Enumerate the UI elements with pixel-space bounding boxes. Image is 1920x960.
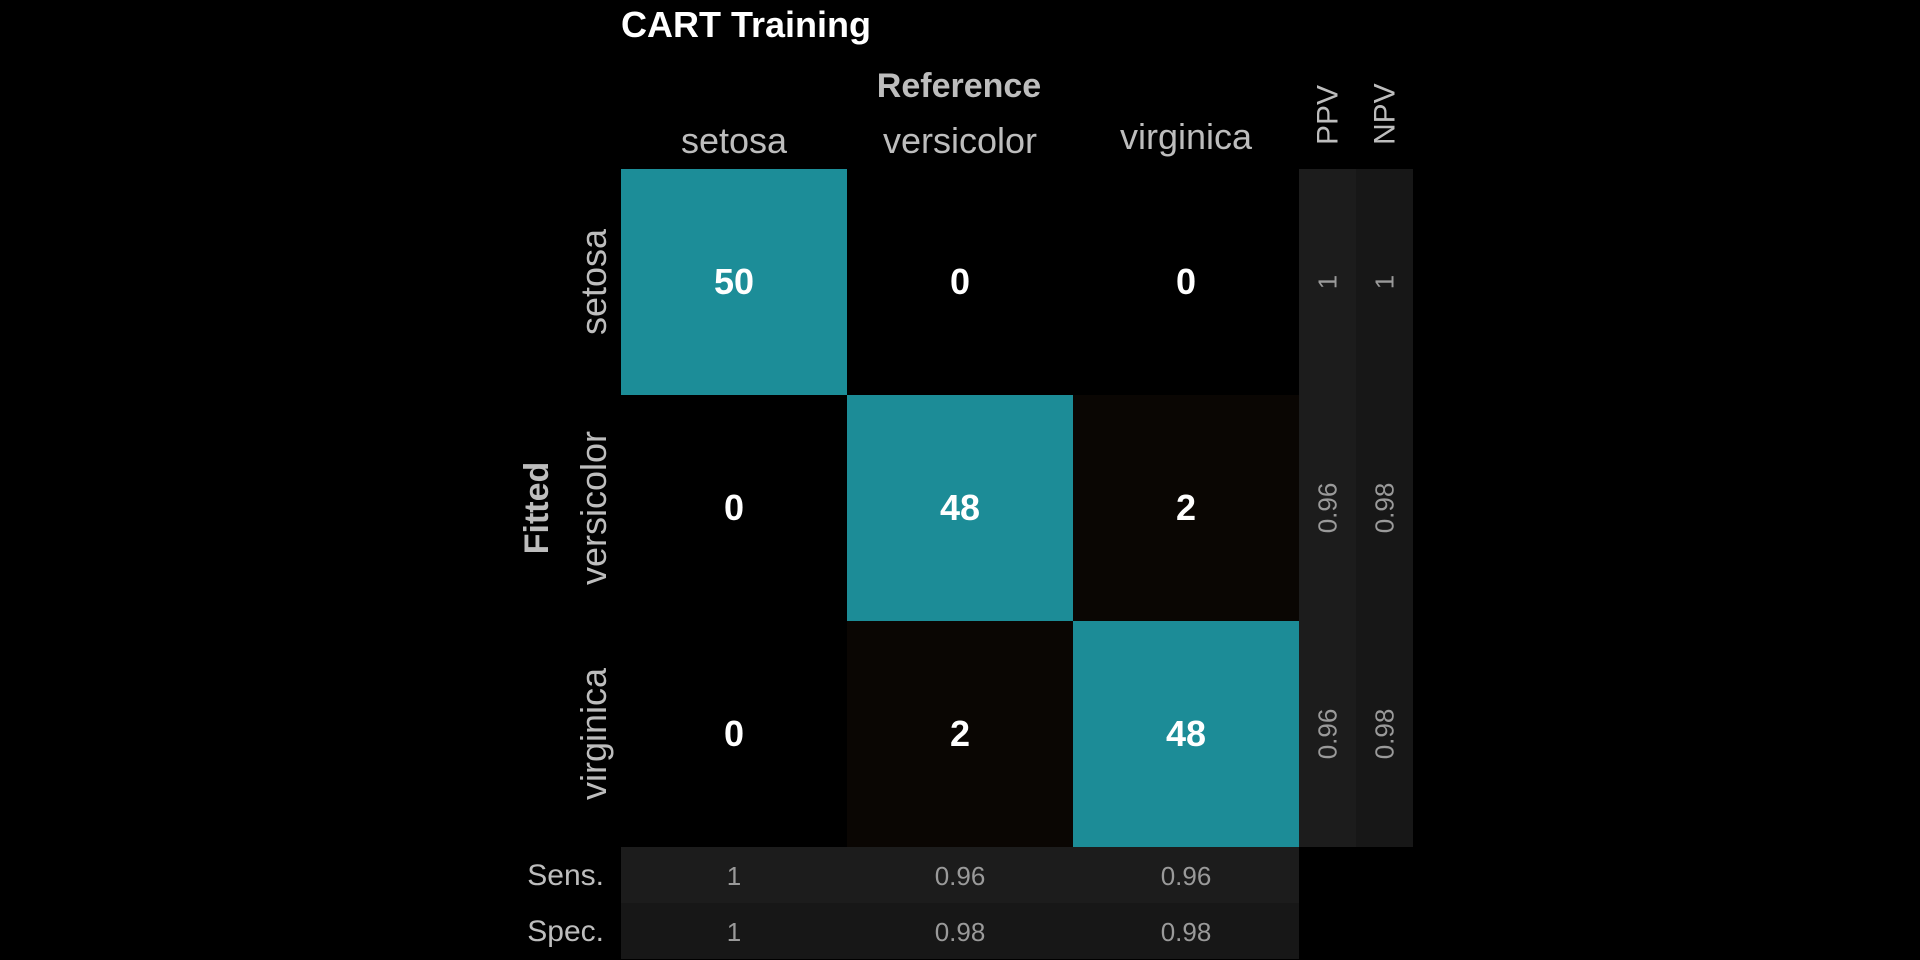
matrix-cell-2-0 xyxy=(621,621,847,847)
npv-value-2: 0.98 xyxy=(1370,709,1400,760)
y-axis-title: Fitted xyxy=(518,462,556,555)
matrix-value-2-0: 0 xyxy=(724,713,744,754)
metric-col-cell-0-0 xyxy=(1299,169,1356,395)
ppv-value-0: 1 xyxy=(1313,275,1343,289)
matrix-cell-1-0 xyxy=(621,395,847,621)
fitted-label-virginica: virginica xyxy=(573,667,614,800)
sensitivity-value-1: 0.96 xyxy=(935,861,986,891)
metric-col-cell-0-2 xyxy=(1299,621,1356,847)
metric-col-cell-1-0 xyxy=(1356,169,1413,395)
matrix-value-0-2: 0 xyxy=(1176,261,1196,302)
sensitivity-value-2: 0.96 xyxy=(1161,861,1212,891)
metric-col-cell-0-1 xyxy=(1299,395,1356,621)
fitted-label-setosa: setosa xyxy=(573,228,614,335)
matrix-cell-0-0 xyxy=(621,169,847,395)
metric-row-cell-0-1 xyxy=(847,847,1073,903)
matrix-cell-1-2 xyxy=(1073,395,1299,621)
specificity-value-1: 0.98 xyxy=(935,917,986,947)
metric-row-cell-1-2 xyxy=(1073,903,1299,959)
reference-label-setosa: setosa xyxy=(681,120,788,161)
metric-row-cell-1-0 xyxy=(621,903,847,959)
matrix-cell-0-1 xyxy=(847,169,1073,395)
specificity-value-0: 1 xyxy=(727,917,741,947)
fitted-label-versicolor: versicolor xyxy=(573,431,614,585)
reference-label-versicolor: versicolor xyxy=(883,120,1037,161)
metric-col-label-ppv: PPV xyxy=(1312,85,1345,145)
npv-value-1: 0.98 xyxy=(1370,483,1400,534)
matrix-value-1-2: 2 xyxy=(1176,487,1196,528)
ppv-value-2: 0.96 xyxy=(1313,709,1343,760)
matrix-cell-2-2 xyxy=(1073,621,1299,847)
metric-cells: 1 0.96 0.96 1 0.98 0.98 1 0.96 0.96 1 0.98 0.98 xyxy=(621,169,1413,959)
reference-label-virginica: virginica xyxy=(1120,116,1253,157)
specificity-value-2: 0.98 xyxy=(1161,917,1212,947)
matrix-cell-2-1 xyxy=(847,621,1073,847)
metric-col-label-npv: NPV xyxy=(1369,83,1402,145)
matrix-cell-1-1 xyxy=(847,395,1073,621)
axis-labels: setosa versicolor virginica setosa versicolo… xyxy=(527,83,1401,948)
npv-value-0: 1 xyxy=(1370,275,1400,289)
ppv-value-1: 0.96 xyxy=(1313,483,1343,534)
metric-col-cell-1-2 xyxy=(1356,621,1413,847)
matrix-value-0-0: 50 xyxy=(714,261,754,302)
metric-row-label-spec: Spec. xyxy=(527,915,604,948)
chart-title: CART Training xyxy=(621,4,871,45)
matrix-value-2-1: 2 xyxy=(950,713,970,754)
matrix-value-2-2: 48 xyxy=(1166,713,1206,754)
metric-row-cell-0-0 xyxy=(621,847,847,903)
matrix-cells: 50 0 0 0 48 2 0 2 48 xyxy=(621,169,1299,847)
sensitivity-value-0: 1 xyxy=(727,861,741,891)
matrix-value-0-1: 0 xyxy=(950,261,970,302)
matrix-value-1-0: 0 xyxy=(724,487,744,528)
metric-row-label-sens: Sens. xyxy=(527,859,604,892)
matrix-value-1-1: 48 xyxy=(940,487,980,528)
metric-row-cell-1-1 xyxy=(847,903,1073,959)
matrix-cell-0-2 xyxy=(1073,169,1299,395)
metric-col-cell-1-1 xyxy=(1356,395,1413,621)
metric-row-cell-0-2 xyxy=(1073,847,1299,903)
x-axis-title: Reference xyxy=(877,67,1041,105)
